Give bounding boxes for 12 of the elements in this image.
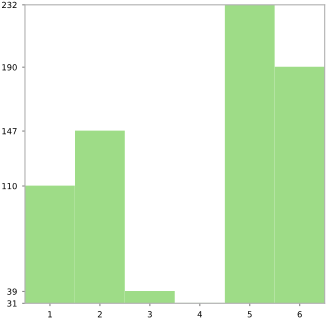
y-tick-label: 110	[2, 182, 17, 190]
x-tick-label: 3	[148, 311, 152, 318]
x-tick-label: 1	[48, 311, 52, 318]
y-tick-label: 39	[7, 288, 17, 295]
x-tick-label: 4	[198, 311, 202, 318]
x-tick-label: 2	[98, 311, 102, 318]
y-tick-label: 232	[2, 2, 16, 8]
y-tick-label: 31	[7, 300, 17, 307]
y-tick-label: 190	[2, 64, 17, 70]
y-tick-label: 147	[2, 128, 17, 134]
x-tick-label: 5	[248, 311, 252, 318]
x-tick-label: 6	[298, 311, 302, 318]
